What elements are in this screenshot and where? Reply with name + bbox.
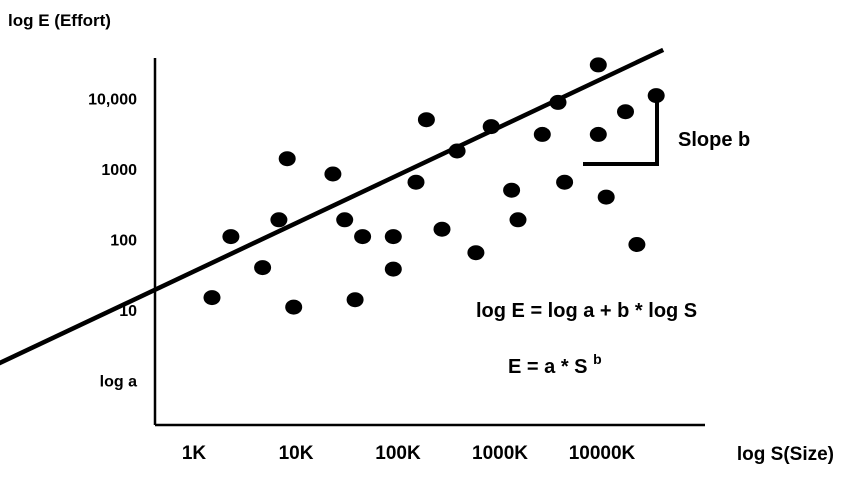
y-tick-label: 1000 — [101, 162, 137, 179]
data-point — [354, 229, 372, 245]
data-point — [482, 119, 500, 135]
y-tick-label: 10,000 — [88, 92, 137, 109]
data-point — [589, 57, 607, 73]
slope-marker — [583, 100, 659, 166]
axes — [153, 58, 705, 427]
data-point — [270, 212, 288, 228]
data-point — [336, 212, 354, 228]
data-point — [384, 261, 402, 277]
y-tick-label: 10 — [119, 303, 137, 320]
data-point — [417, 112, 435, 128]
data-point — [407, 174, 425, 190]
slope-marker-bracket — [583, 100, 659, 166]
data-points — [203, 57, 665, 315]
data-point — [503, 182, 521, 198]
data-point — [324, 166, 342, 182]
x-tick-label: 100K — [375, 443, 421, 464]
x-tick-labels: 1K 10K 100K 1000K 10000K — [182, 443, 636, 464]
data-point — [254, 260, 272, 276]
equation-power-exponent: b — [593, 351, 602, 367]
x-tick-label: 1K — [182, 443, 207, 464]
data-point — [549, 94, 567, 110]
data-point — [556, 174, 574, 190]
data-point — [617, 104, 634, 120]
trend-line — [0, 47, 665, 366]
data-point — [647, 88, 665, 104]
data-point — [278, 151, 296, 167]
data-point — [628, 237, 646, 252]
data-point — [467, 245, 485, 261]
data-point — [433, 221, 451, 237]
data-point — [509, 212, 527, 228]
x-tick-label: 10000K — [569, 443, 636, 464]
y-tick-label: log a — [100, 374, 137, 391]
data-point — [285, 299, 303, 315]
x-tick-label: 10K — [279, 443, 314, 464]
equation-log-form: log E = log a + b * log S — [476, 300, 697, 322]
y-axis-title: log E (Effort) — [8, 11, 111, 30]
data-point — [203, 290, 221, 306]
equation-power-form: E = a * S b — [508, 351, 602, 378]
equation-power-base: E = a * S — [508, 356, 593, 378]
data-point — [384, 229, 402, 245]
x-axis-title: log S(Size) — [737, 444, 834, 465]
data-point — [222, 229, 240, 245]
data-point — [448, 143, 466, 159]
data-point — [589, 126, 607, 142]
data-point — [597, 189, 615, 205]
y-tick-label: 100 — [110, 233, 137, 250]
data-point — [533, 126, 551, 142]
slope-label: Slope b — [678, 129, 750, 151]
x-tick-label: 1000K — [472, 443, 528, 464]
y-tick-labels: log a 10 100 1000 10,000 — [88, 92, 137, 391]
data-point — [346, 292, 364, 308]
